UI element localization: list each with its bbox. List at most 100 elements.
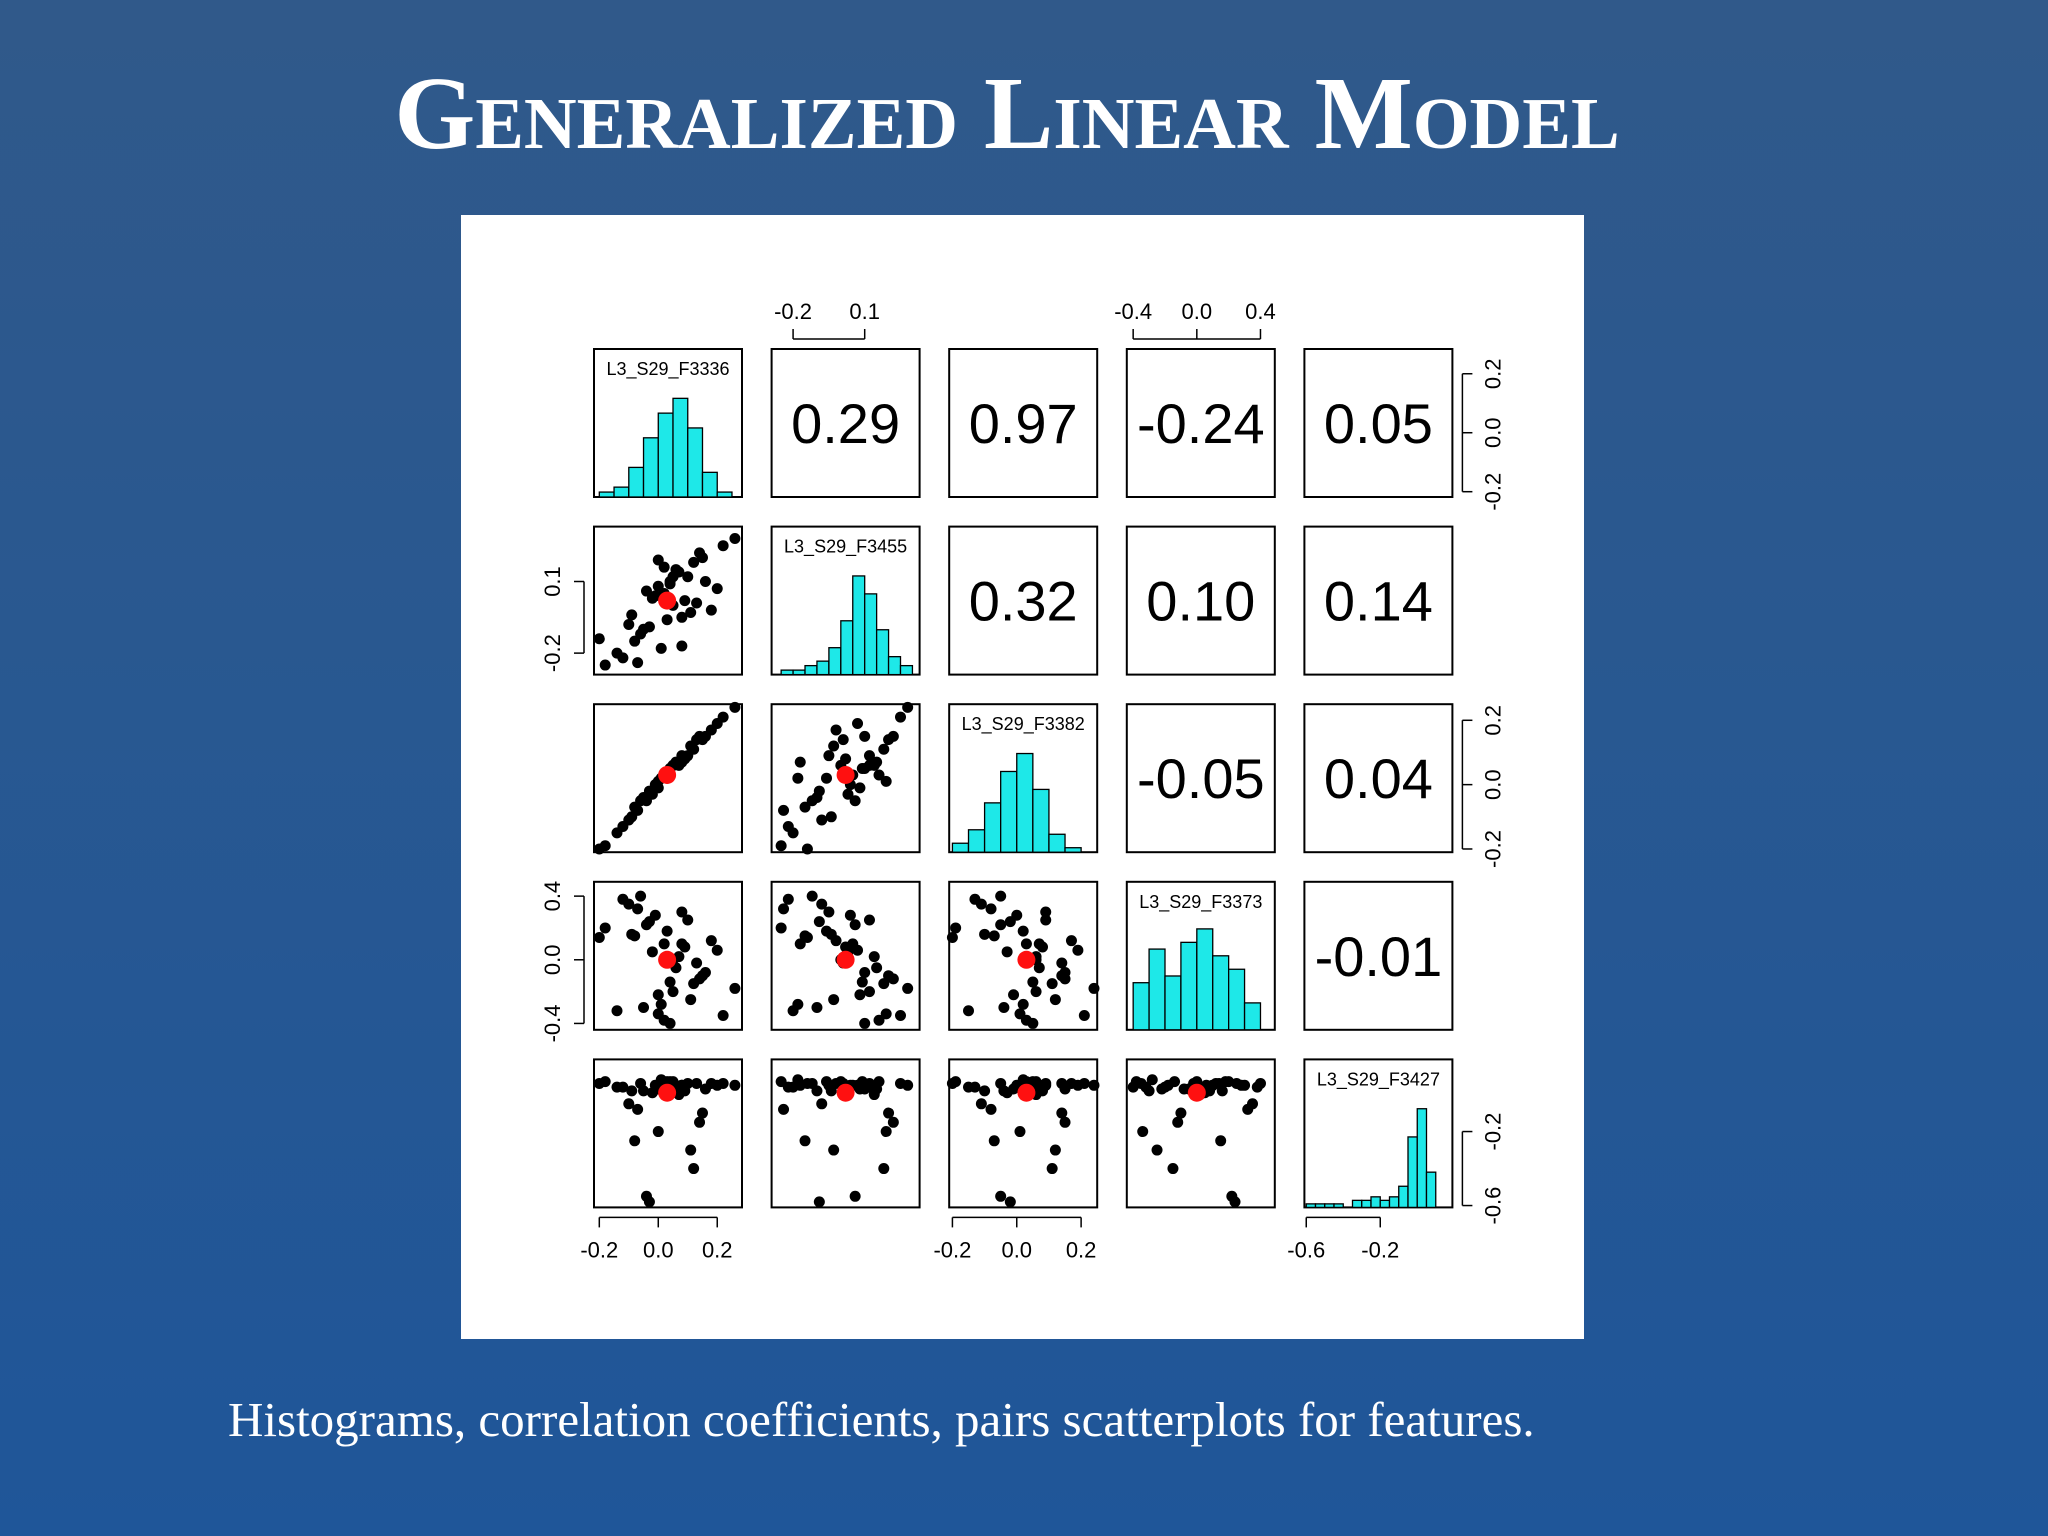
scatter-point xyxy=(863,914,875,926)
scatter-point xyxy=(688,1163,700,1175)
histogram-bar xyxy=(1324,1203,1335,1209)
scatter-point xyxy=(699,1083,711,1095)
mean-point xyxy=(1017,1083,1036,1102)
scatter-point xyxy=(1159,1081,1171,1093)
scatter-point xyxy=(711,1079,723,1091)
correlation-value: 0.04 xyxy=(1324,747,1433,810)
histogram-bar xyxy=(1416,1108,1428,1209)
scatter-point xyxy=(673,951,685,963)
histogram-bar xyxy=(1164,975,1182,1031)
tick-label: -0.2 xyxy=(1480,830,1505,868)
panel-frame xyxy=(770,880,921,1031)
scatter-point xyxy=(1059,1116,1071,1128)
mean-point xyxy=(836,950,855,969)
tick-label: -0.4 xyxy=(540,1004,565,1042)
scatter-point xyxy=(873,769,885,781)
scatter-point xyxy=(1137,1126,1149,1138)
scatter-point xyxy=(813,1196,825,1208)
mean-point xyxy=(1017,950,1036,969)
histogram-bar xyxy=(828,647,842,676)
histogram-bar xyxy=(887,656,902,676)
scatter-point xyxy=(778,804,790,816)
scatter-point xyxy=(859,1017,871,1029)
scatter-point xyxy=(1049,994,1061,1006)
histogram-bar xyxy=(816,660,830,676)
scatter-point xyxy=(852,944,864,956)
scatter-point xyxy=(676,906,688,918)
scatter-point xyxy=(825,928,837,940)
scatter-point xyxy=(840,753,852,765)
scatter-point xyxy=(640,585,652,597)
scatter-point xyxy=(825,1085,837,1097)
tick-label: -0.6 xyxy=(1480,1187,1505,1225)
scatter-point xyxy=(673,1089,685,1101)
scatter-point xyxy=(655,998,667,1010)
scatter-point xyxy=(895,711,907,723)
scatter-point xyxy=(1175,1107,1187,1119)
scatter-point xyxy=(643,621,655,633)
panel-frame xyxy=(948,525,1099,676)
scatter-point xyxy=(794,938,806,950)
scatter-point xyxy=(856,763,868,775)
mean-point xyxy=(836,765,855,784)
scatter-point xyxy=(676,938,688,950)
scatter-point xyxy=(1040,914,1052,926)
scatter-point xyxy=(1072,1079,1084,1091)
histogram-bar xyxy=(1196,928,1214,1031)
scatter-point xyxy=(963,1005,975,1017)
correlation-value: 0.10 xyxy=(1146,570,1255,633)
scatter-point xyxy=(856,1076,868,1088)
scatter-point xyxy=(830,724,842,736)
scatter-point xyxy=(775,922,787,934)
scatter-point xyxy=(694,1116,706,1128)
scatter-point xyxy=(699,967,711,979)
scatter-point xyxy=(593,633,605,645)
slide-caption: Histograms, correlation coefficients, pa… xyxy=(228,1392,1535,1447)
scatter-point xyxy=(801,931,813,943)
panel-frame xyxy=(593,703,743,854)
scatter-point xyxy=(1088,1079,1100,1091)
scatter-point xyxy=(1088,982,1100,994)
scatter-point xyxy=(887,730,899,742)
histogram-bar xyxy=(1243,1002,1262,1031)
scatter-point xyxy=(950,922,962,934)
tick-label: 0.1 xyxy=(849,299,880,324)
scatter-point xyxy=(854,989,866,1001)
scatter-point xyxy=(792,772,804,784)
correlation-value: -0.05 xyxy=(1137,747,1265,810)
correlation-value: -0.01 xyxy=(1315,925,1443,988)
histogram-bar xyxy=(1148,948,1166,1031)
correlation-value: 0.14 xyxy=(1324,570,1433,633)
histogram-bar xyxy=(701,471,718,498)
scatter-point xyxy=(1056,1107,1068,1119)
variable-name: L3_S29_F3382 xyxy=(962,714,1085,735)
scatter-point xyxy=(1046,1163,1058,1175)
variable-name: L3_S29_F3455 xyxy=(784,537,907,558)
scatter-point xyxy=(859,730,871,742)
tick-label: -0.2 xyxy=(1480,473,1505,511)
scatter-point xyxy=(995,1190,1007,1202)
mean-point xyxy=(658,950,677,969)
scatter-point xyxy=(599,659,611,671)
scatter-point xyxy=(988,930,1000,942)
scatter-point xyxy=(902,701,914,713)
scatter-point xyxy=(1178,1083,1190,1095)
scatter-point xyxy=(1140,1081,1152,1093)
scatter-point xyxy=(806,890,818,902)
scatter-point xyxy=(1242,1103,1254,1115)
histogram-bar xyxy=(1425,1171,1437,1209)
tick-label: 0.1 xyxy=(540,566,565,597)
scatter-point xyxy=(1001,1087,1013,1099)
panel-frame xyxy=(1125,348,1276,498)
panel-frame xyxy=(1303,525,1454,676)
scatter-point xyxy=(946,931,958,943)
scatter-point xyxy=(1049,1144,1061,1156)
scatter-point xyxy=(775,840,787,852)
scatter-point xyxy=(979,1085,991,1097)
scatter-point xyxy=(676,640,688,652)
histogram-bar xyxy=(672,397,689,498)
scatter-point xyxy=(871,962,883,974)
scatter-point xyxy=(629,1135,641,1147)
scatter-point xyxy=(652,554,664,566)
scatter-point xyxy=(696,1107,708,1119)
